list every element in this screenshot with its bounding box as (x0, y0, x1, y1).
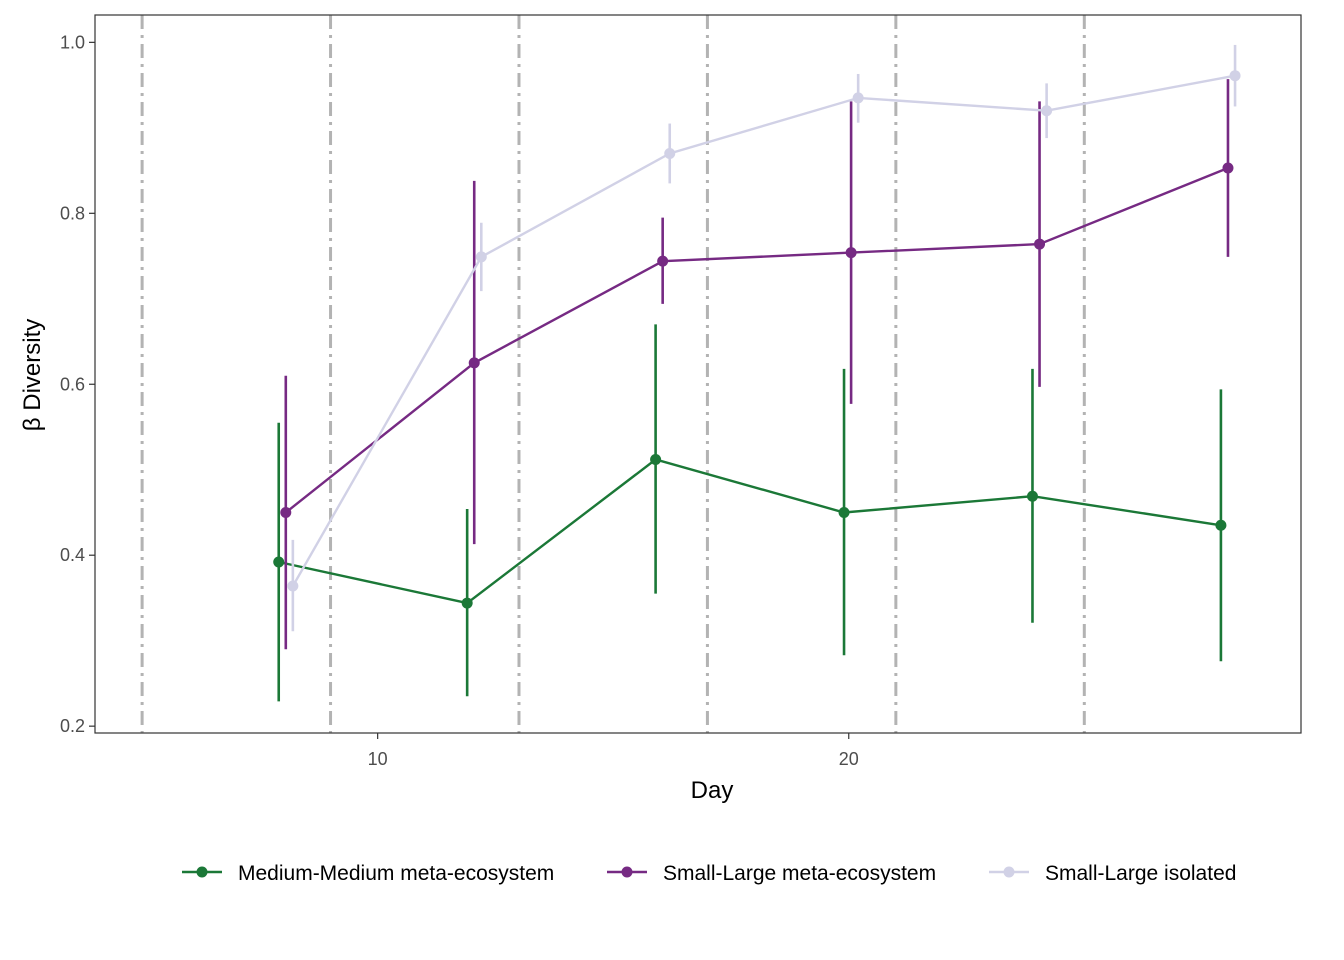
data-point (1034, 238, 1046, 250)
disturbance-lines (140, 15, 1086, 733)
legend-label: Small-Large isolated (1045, 862, 1236, 885)
data-point (838, 506, 850, 518)
series-1 (273, 324, 1227, 702)
legend-key-point (1003, 866, 1015, 878)
legend-label: Medium-Medium meta-ecosystem (238, 862, 554, 885)
y-tick-label: 1.0 (60, 32, 85, 52)
x-tick-label: 20 (839, 749, 859, 769)
y-tick-label: 0.6 (60, 374, 85, 394)
data-point (280, 506, 292, 518)
data-point (664, 147, 676, 159)
data-point (1229, 70, 1241, 82)
data-point (1041, 105, 1053, 117)
data-point (1222, 162, 1234, 174)
legend-key-point (621, 866, 633, 878)
data-point (287, 580, 299, 592)
plot-panel-border (94, 14, 1302, 734)
data-point (468, 357, 480, 369)
data-point (475, 251, 487, 263)
data-point (273, 556, 285, 568)
series-line (285, 166, 1229, 514)
x-tick-label: 10 (368, 749, 388, 769)
data-point (657, 255, 669, 267)
y-axis-title: β Diversity (19, 319, 46, 431)
x-axis-title: Day (691, 777, 734, 804)
y-tick-label: 0.4 (60, 545, 85, 565)
legend-label: Small-Large meta-ecosystem (663, 862, 936, 885)
series-3 (287, 44, 1241, 632)
y-tick-label: 0.2 (60, 716, 85, 736)
legend: Medium-Medium meta-ecosystem Small-Large … (182, 862, 1236, 885)
data-point (852, 92, 864, 104)
legend-item-3: Small-Large isolated (989, 862, 1236, 885)
axes: 10 20 0.2 0.4 0.6 0.8 1.0 (60, 32, 859, 769)
legend-item-2: Small-Large meta-ecosystem (607, 862, 936, 885)
legend-key-point (196, 866, 208, 878)
series-line (278, 458, 1222, 605)
data-point (650, 453, 662, 465)
series-line (291, 74, 1236, 587)
legend-item-1: Medium-Medium meta-ecosystem (182, 862, 554, 885)
series-layer (273, 44, 1241, 702)
y-tick-label: 0.8 (60, 203, 85, 223)
data-point (1215, 519, 1227, 531)
data-point (461, 597, 473, 609)
series-2 (280, 79, 1234, 650)
data-point (845, 247, 857, 259)
data-point (1026, 490, 1038, 502)
